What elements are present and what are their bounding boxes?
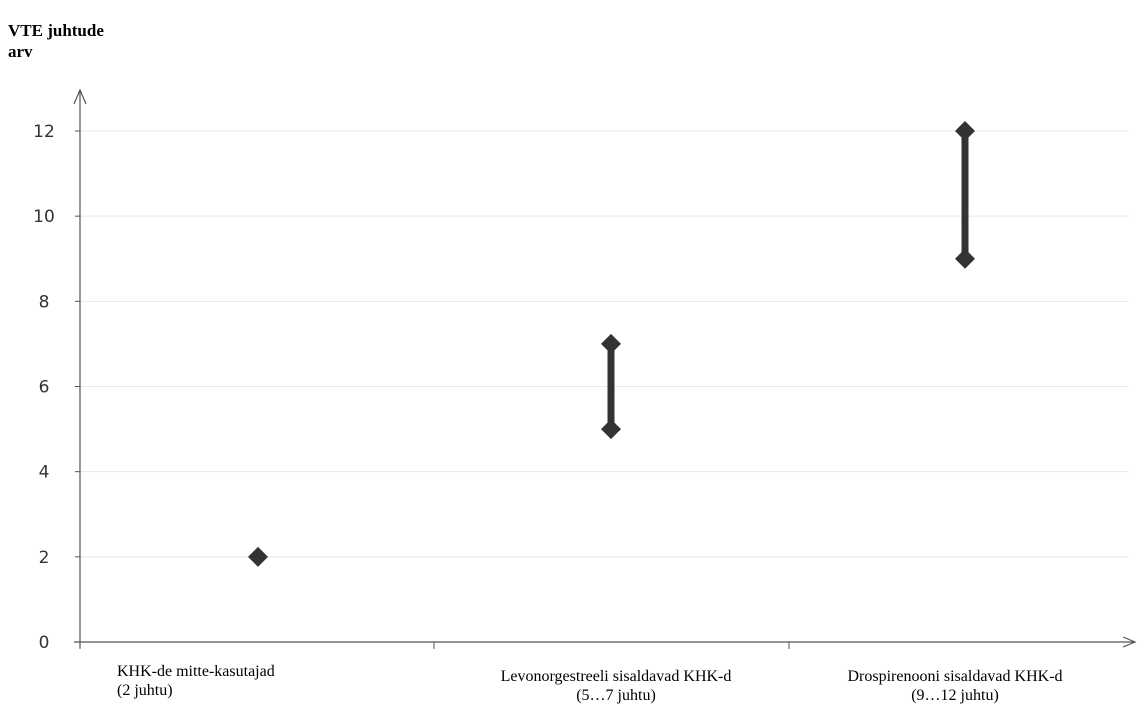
- category-label-1: KHK-de mitte-kasutajad (2 juhtu): [117, 662, 275, 700]
- y-axis-arrow: [73, 88, 87, 105]
- y-axis-title-line-1: VTE juhtude: [8, 21, 104, 40]
- data-marks: [248, 121, 975, 567]
- category-label-3-line-2: (9…12 juhtu): [911, 687, 999, 704]
- y-tick-label-6: 6: [39, 378, 50, 398]
- x-axis-arrow: [1122, 636, 1137, 648]
- y-axis-title-line-2: arv: [8, 42, 33, 61]
- category-label-3-line-1: Drospirenooni sisaldavad KHK-d: [847, 668, 1063, 685]
- marker-low-3: [955, 248, 975, 269]
- axes: [73, 88, 1137, 649]
- y-axis-title: VTE juhtude arv: [8, 20, 104, 62]
- category-label-2-line-1: Levonorgestreeli sisaldavad KHK-d: [500, 668, 732, 685]
- category-label-1-line-1: KHK-de mitte-kasutajad: [117, 663, 275, 680]
- gridlines: [80, 130, 1129, 558]
- marker-high-3: [955, 121, 975, 141]
- y-tick-label-10: 10: [33, 207, 55, 227]
- y-tick-labels: 0 2 4 6 8 10 12: [33, 122, 55, 653]
- y-tick-label-4: 4: [39, 463, 50, 483]
- y-tick-label-0: 0: [39, 633, 50, 653]
- category-label-2: Levonorgestreeli sisaldavad KHK-d (5…7 j…: [466, 667, 766, 705]
- marker-point-1: [248, 546, 268, 567]
- marker-high-2: [601, 333, 621, 354]
- category-label-3: Drospirenooni sisaldavad KHK-d (9…12 juh…: [805, 667, 1105, 705]
- category-label-2-line-2: (5…7 juhtu): [576, 687, 656, 704]
- category-label-1-line-2: (2 juhtu): [117, 682, 173, 699]
- marker-low-2: [601, 419, 621, 440]
- y-tick-label-8: 8: [39, 292, 50, 312]
- y-tick-label-12: 12: [33, 122, 55, 142]
- y-tick-label-2: 2: [39, 548, 50, 568]
